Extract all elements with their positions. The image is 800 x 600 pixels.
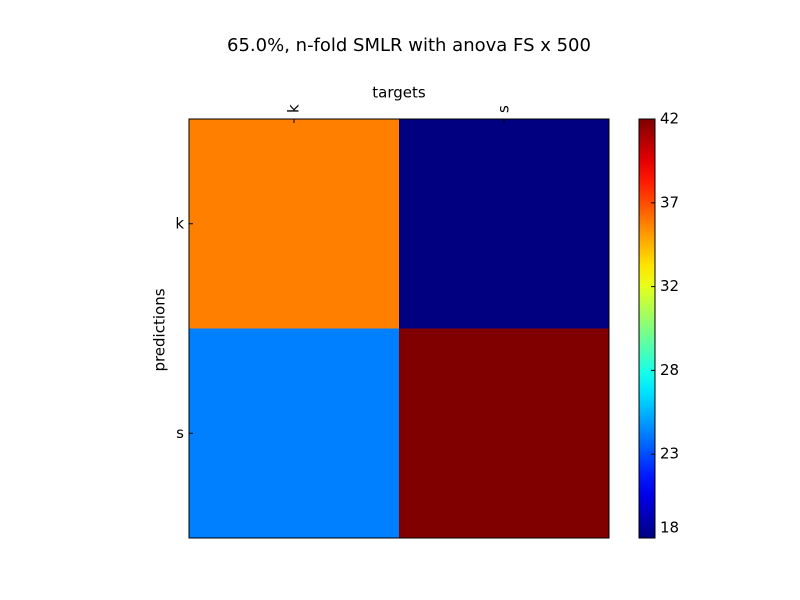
heatmap-cell bbox=[399, 328, 610, 539]
heatmap-cell bbox=[399, 119, 610, 329]
colorbar-tick-label: 37 bbox=[660, 193, 679, 211]
colorbar-tick-label: 28 bbox=[660, 361, 679, 379]
colorbar bbox=[638, 118, 656, 539]
heatmap-cell bbox=[189, 119, 400, 329]
colorbar-tick-label: 42 bbox=[660, 110, 679, 128]
colorbar-tick-label: 18 bbox=[660, 519, 679, 537]
x-tick-label: s bbox=[495, 105, 513, 113]
plot-frame bbox=[188, 118, 610, 539]
heatmap-cell bbox=[189, 328, 400, 539]
colorbar-tick-label: 23 bbox=[660, 445, 679, 463]
y-tick-label: k bbox=[175, 214, 184, 232]
y-axis-label: predictions bbox=[151, 288, 169, 371]
colorbar-tick-label: 32 bbox=[660, 277, 679, 295]
chart-title: 65.0%, n-fold SMLR with anova FS x 500 bbox=[227, 35, 591, 56]
y-tick-label: s bbox=[176, 424, 184, 442]
x-tick-label: k bbox=[285, 104, 303, 113]
x-axis-label: targets bbox=[372, 84, 426, 102]
